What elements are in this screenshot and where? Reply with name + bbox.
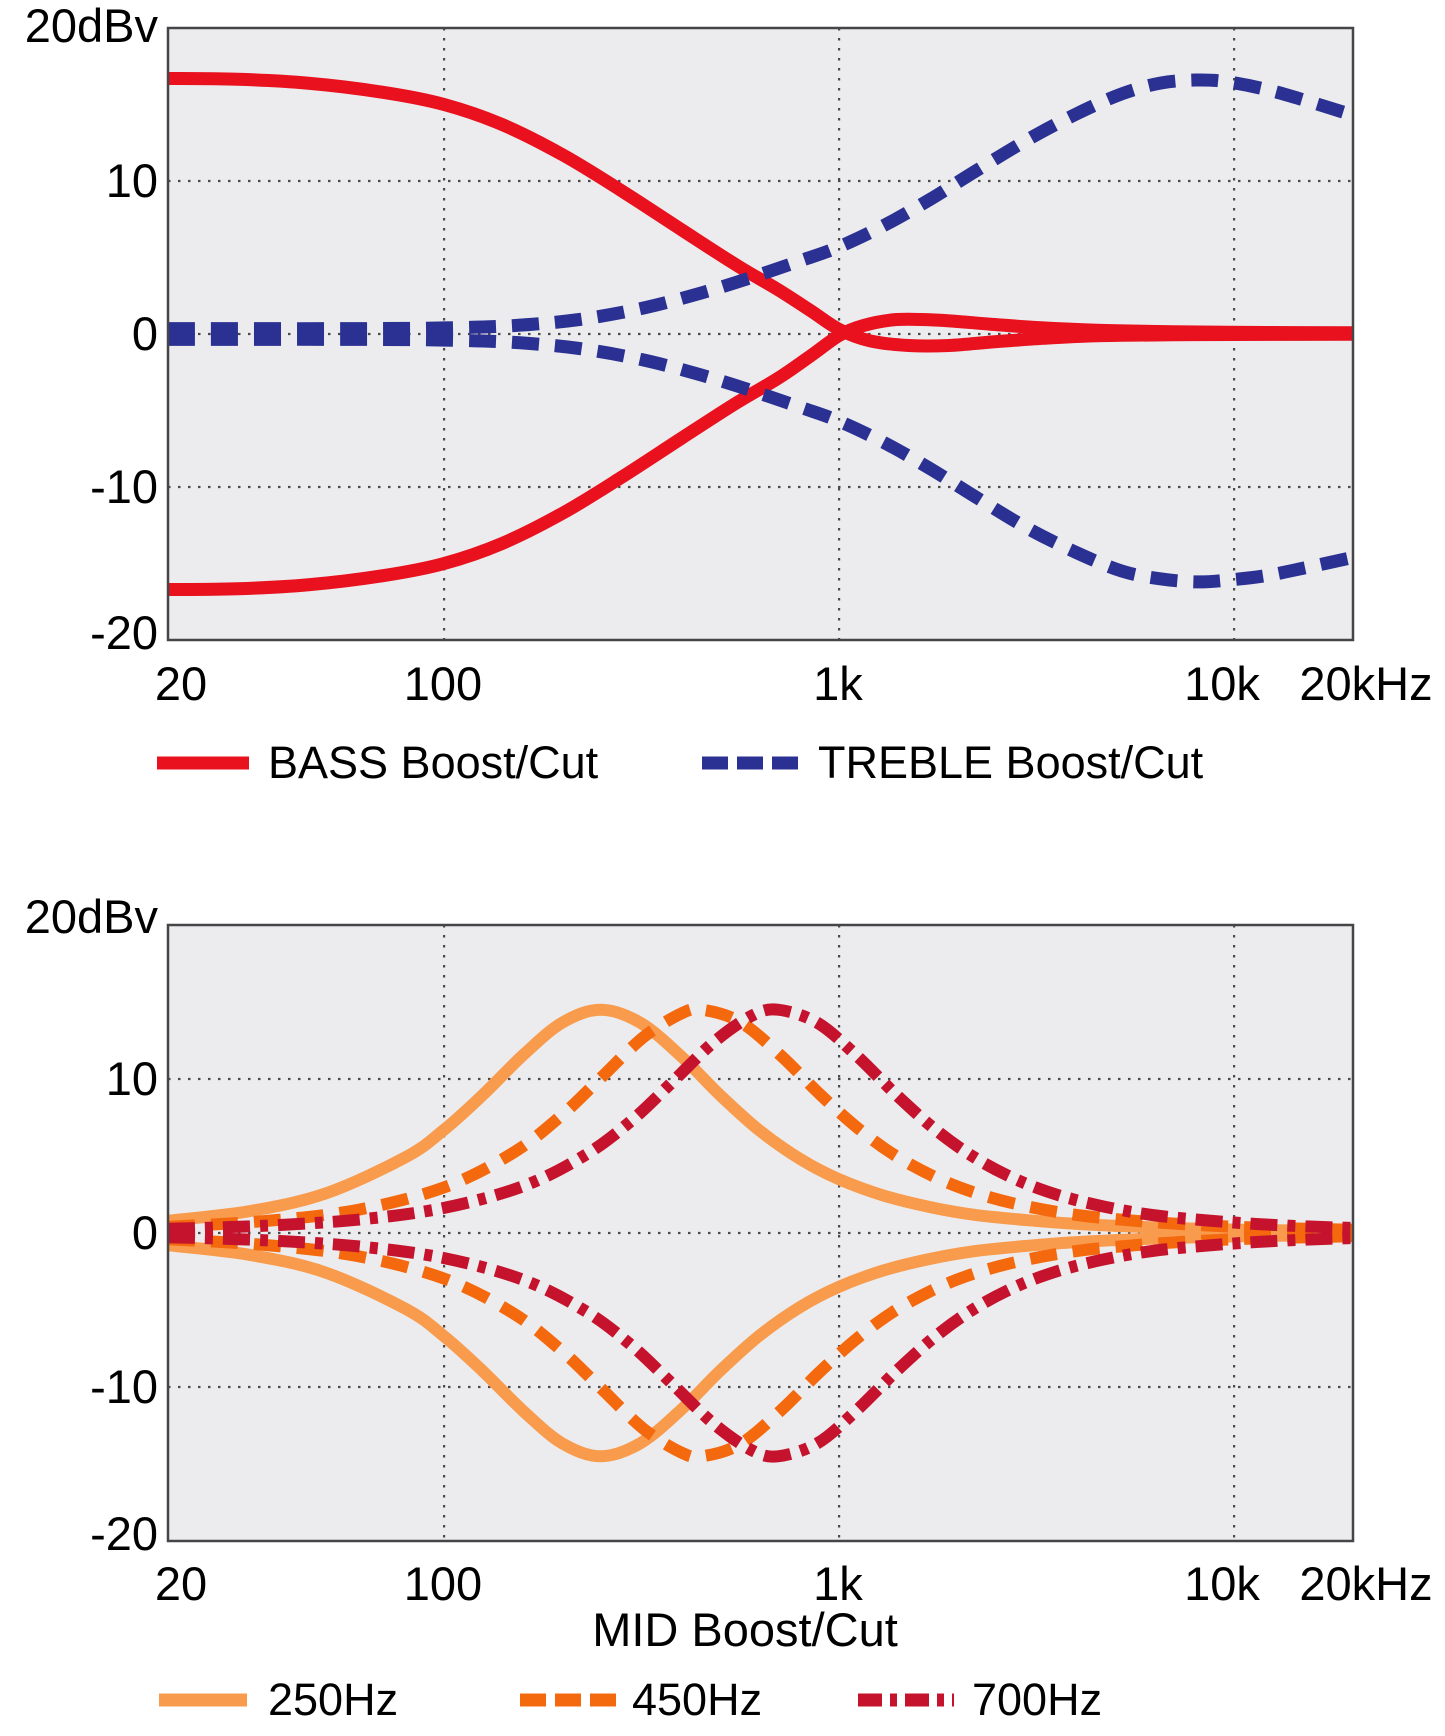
y-tick-10-top: 10 <box>105 154 158 207</box>
mid-250hz-legend-label: 250Hz <box>268 1674 399 1725</box>
x-tick-10k-bottom: 10k <box>1184 1557 1260 1610</box>
x-tick-10k-top: 10k <box>1184 657 1260 710</box>
curve-treble-boost <box>168 73 1353 336</box>
curve-bass-boost <box>168 72 1353 353</box>
mid-700hz-legend-swatch <box>858 1693 954 1707</box>
curve-700hz-boost <box>168 1003 1353 1235</box>
x-tick-20-bottom: 20 <box>154 1557 208 1610</box>
treble-legend-label: TREBLE Boost/Cut <box>818 737 1204 788</box>
plot-border-1 <box>166 923 1355 1543</box>
curve-700hz-cut <box>168 1231 1353 1463</box>
y-unit-label-bottom: 20dBv <box>24 890 158 943</box>
y-tick-neg10-top: -10 <box>90 460 158 513</box>
x-tick-1k-top: 1k <box>813 657 863 710</box>
y-tick-neg20-top: -20 <box>90 606 158 659</box>
curve-treble-cut <box>168 332 1353 589</box>
mid-axis-title: MID Boost/Cut <box>592 1603 898 1656</box>
y-tick-neg10-bottom: -10 <box>90 1360 158 1413</box>
bass-legend-label: BASS Boost/Cut <box>268 737 599 788</box>
y-tick-0-top: 0 <box>131 307 158 360</box>
y-tick-0-bottom: 0 <box>131 1206 158 1259</box>
x-tick-100-bottom: 100 <box>403 1557 483 1610</box>
mid-250hz-legend-swatch <box>159 1693 247 1707</box>
y-tick-10-bottom: 10 <box>105 1052 158 1105</box>
mid-450hz-legend-swatch <box>520 1693 616 1707</box>
y-unit-label-top: 20dBv <box>24 0 158 52</box>
x-tick-1k-bottom: 1k <box>813 1557 863 1610</box>
bass-legend-swatch <box>157 756 249 770</box>
plot-border-0 <box>166 26 1355 642</box>
mid-700hz-legend-label: 700Hz <box>972 1674 1103 1725</box>
curve-450hz-cut <box>168 1230 1353 1463</box>
curve-bass-cut <box>168 312 1353 596</box>
mid-450hz-legend-label: 450Hz <box>632 1674 763 1725</box>
curve-250hz-boost <box>168 1003 1353 1238</box>
x-tick-20-top: 20 <box>154 657 208 710</box>
treble-legend-swatch <box>702 756 798 770</box>
y-tick-neg20-bottom: -20 <box>90 1507 158 1560</box>
x-tick-20khz-bottom: 20kHz <box>1299 1557 1433 1610</box>
curve-450hz-boost <box>168 1003 1353 1236</box>
x-tick-20khz-top: 20kHz <box>1299 657 1433 710</box>
curve-250hz-cut <box>168 1228 1353 1463</box>
x-tick-100-top: 100 <box>403 657 483 710</box>
